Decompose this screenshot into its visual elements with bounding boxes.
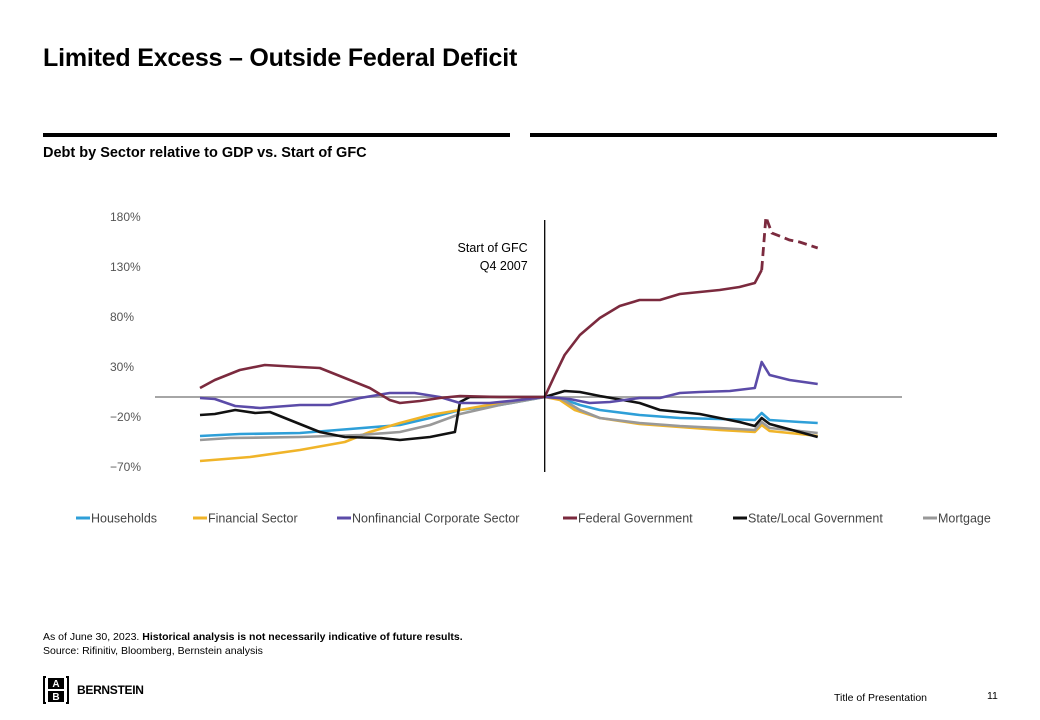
presentation-title: Title of Presentation	[834, 692, 927, 704]
series-line-federal-government-dashed	[760, 216, 819, 271]
legend-label: Households	[91, 512, 157, 526]
logo-letter-b: B	[52, 692, 59, 703]
series-line-financial-sector	[199, 395, 818, 463]
footnote-disclaimer: Historical analysis is not necessarily i…	[142, 631, 463, 643]
series-line-households	[199, 395, 818, 438]
legend-item-financial-sector: Financial Sector	[193, 512, 298, 526]
legend-item-mortgage: Mortgage	[923, 512, 991, 526]
logo-letter-a: A	[52, 679, 59, 690]
legend-label: Nonfinancial Corporate Sector	[352, 512, 519, 526]
legend-item-state-local-government: State/Local Government	[733, 512, 883, 526]
y-tick-label: 180%	[110, 210, 141, 224]
title-rule-right	[530, 133, 997, 137]
y-axis: 180% 130% 80% 30% −20% −70%	[110, 210, 141, 474]
ab-logo-icon: A B	[43, 676, 69, 704]
y-tick-label: −20%	[110, 410, 141, 424]
source-note: Source: Rifinitiv, Bloomberg, Bernstein …	[43, 645, 263, 657]
y-tick-label: 80%	[110, 310, 134, 324]
page-number: 11	[987, 690, 998, 702]
y-tick-label: −70%	[110, 460, 141, 474]
gfc-annotation-line-2: Q4 2007	[480, 259, 528, 273]
legend-item-nonfinancial-corporate-sector: Nonfinancial Corporate Sector	[337, 512, 519, 526]
series-layer	[199, 216, 819, 463]
legend-label: Mortgage	[938, 512, 991, 526]
series-line-nonfinancial-corporate-sector	[199, 360, 818, 410]
footnote-date: As of June 30, 2023.	[43, 631, 143, 643]
footnote: As of June 30, 2023. Historical analysis…	[43, 631, 463, 643]
y-tick-label: 130%	[110, 260, 141, 274]
legend: Households Financial Sector Nonfinancial C…	[76, 512, 991, 526]
series-line-mortgage	[199, 395, 818, 442]
y-tick-label: 30%	[110, 360, 134, 374]
page-title: Limited Excess – Outside Federal Deficit	[43, 44, 518, 72]
legend-label: Federal Government	[578, 512, 693, 526]
bernstein-logo: A B BERNSTEIN	[43, 676, 144, 704]
title-rule-left	[43, 133, 510, 137]
chart-subtitle: Debt by Sector relative to GDP vs. Start…	[43, 145, 367, 161]
legend-item-households: Households	[76, 512, 157, 526]
legend-label: Financial Sector	[208, 512, 298, 526]
legend-item-federal-government: Federal Government	[563, 512, 693, 526]
series-line-federal-government	[199, 269, 763, 405]
gfc-annotation-line-1: Start of GFC	[458, 241, 528, 255]
logo-wordmark: BERNSTEIN	[77, 683, 144, 697]
legend-label: State/Local Government	[748, 512, 883, 526]
